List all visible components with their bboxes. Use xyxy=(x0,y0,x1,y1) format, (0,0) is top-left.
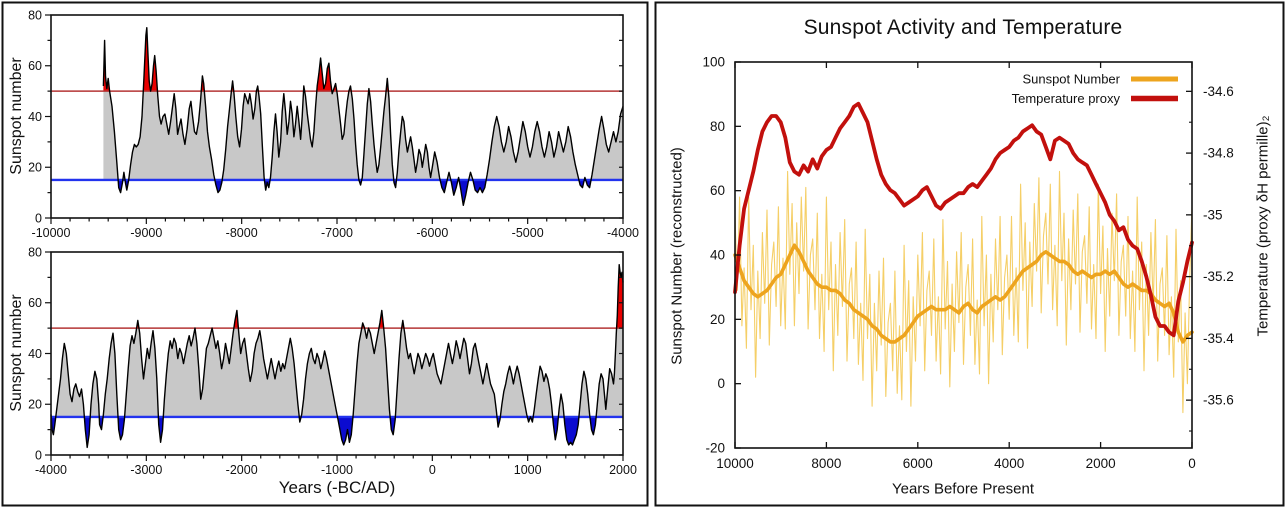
right-y-tick-label: -35.2 xyxy=(1203,269,1234,284)
left-y-tick-label: 20 xyxy=(710,312,725,327)
y-tick-label: 20 xyxy=(28,398,42,412)
x-tick-label: -10000 xyxy=(32,226,71,240)
line-chart-sunspot_temperature: 10000 8000 6000 4000 2000 0 -20 0 20 40 60 80 100 -34… xyxy=(702,55,1234,472)
x-tick-label: -6000 xyxy=(416,226,448,240)
left-y-tick-label: -20 xyxy=(705,441,725,456)
x-tick-label: -9000 xyxy=(130,226,162,240)
right-y-tick-label: -34.8 xyxy=(1203,146,1234,161)
x-tick-label: -3000 xyxy=(130,463,162,477)
x-tick-label: 10000 xyxy=(716,456,754,471)
left-y-tick-label: 80 xyxy=(710,119,725,134)
x-tick-label: 2000 xyxy=(609,463,637,477)
x-tick-label: 2000 xyxy=(1086,456,1116,471)
sunspot-curve xyxy=(102,27,624,206)
right-chart-left-y-axis-title: Sunspot Number (reconstructed) xyxy=(668,147,686,365)
left-y-tick-label: 0 xyxy=(717,376,725,391)
bottom-chart-y-axis-title: Sunspot number xyxy=(8,294,25,412)
y-tick-label: 40 xyxy=(28,347,42,361)
y-tick-label: 80 xyxy=(28,8,42,22)
legend-label: Sunspot Number xyxy=(1022,72,1120,87)
right-chart-svg: 10000 8000 6000 4000 2000 0 -20 0 20 40 60 80 100 -34… xyxy=(654,1,1285,507)
right-panel-border xyxy=(654,1,1285,507)
x-tick-label: -1000 xyxy=(321,463,353,477)
x-tick-label: -4000 xyxy=(607,226,639,240)
legend-label: Temperature proxy xyxy=(1012,91,1121,106)
left-y-tick-label: 100 xyxy=(702,55,725,70)
right-y-tick-label: -35 xyxy=(1203,207,1223,222)
x-tick-label: -7000 xyxy=(321,226,353,240)
x-tick-label: 4000 xyxy=(994,456,1024,471)
y-tick-label: 60 xyxy=(28,296,42,310)
right-chart-right-y-axis-title: Temperature (proxy δH permille)₂ xyxy=(1254,115,1272,337)
right-y-tick-label: -35.4 xyxy=(1203,331,1234,346)
area-chart-sunspot_top: -10000 -9000 -8000 -7000 -6000 -5000 -4000 0 20 4… xyxy=(28,8,639,240)
x-tick-label: 0 xyxy=(429,463,436,477)
area-fill-normal xyxy=(51,264,623,417)
y-tick-label: 0 xyxy=(35,211,42,225)
x-tick-label: -2000 xyxy=(226,463,258,477)
series-smoothed-line xyxy=(733,243,1194,344)
legend: Sunspot Number Temperature proxy xyxy=(1012,72,1178,106)
y-tick-label: 40 xyxy=(28,110,42,124)
y-tick-label: 60 xyxy=(28,59,42,73)
y-tick-label: 0 xyxy=(35,448,42,462)
left-y-tick-label: 40 xyxy=(710,248,725,263)
right-chart-x-axis-title: Years Before Present xyxy=(891,480,1035,498)
x-tick-label: 6000 xyxy=(903,456,933,471)
x-tick-label: 0 xyxy=(1188,456,1196,471)
y-tick-label: 20 xyxy=(28,161,42,175)
sunspot-curve xyxy=(50,264,624,449)
right-y-tick-label: -35.6 xyxy=(1203,393,1234,408)
right-chart-title: Sunspot Activity and Temperature xyxy=(803,16,1123,39)
left-y-tick-label: 60 xyxy=(710,183,725,198)
x-tick-label: -4000 xyxy=(35,463,67,477)
top-chart-y-axis-title: Sunspot number xyxy=(8,57,25,175)
left-panel-border xyxy=(1,1,649,507)
series-temperature-line xyxy=(733,101,1194,338)
left-charts-svg: -10000 -9000 -8000 -7000 -6000 -5000 -40000204… xyxy=(1,1,649,507)
right-y-tick-label: -34.6 xyxy=(1203,84,1234,99)
area-chart-sunspot_bottom: -4000 -3000 -2000 -1000 0 1000 2000 0 20 40 60 80 xyxy=(28,245,637,477)
x-tick-label: -5000 xyxy=(512,226,544,240)
y-tick-label: 80 xyxy=(28,245,42,259)
x-tick-label: 8000 xyxy=(811,456,841,471)
left-panel-x-axis-title: Years (-BC/AD) xyxy=(278,478,396,497)
x-tick-label: 1000 xyxy=(514,463,542,477)
area-fill-normal xyxy=(103,27,623,180)
series-raw-line xyxy=(734,170,1193,414)
x-tick-label: -8000 xyxy=(226,226,258,240)
